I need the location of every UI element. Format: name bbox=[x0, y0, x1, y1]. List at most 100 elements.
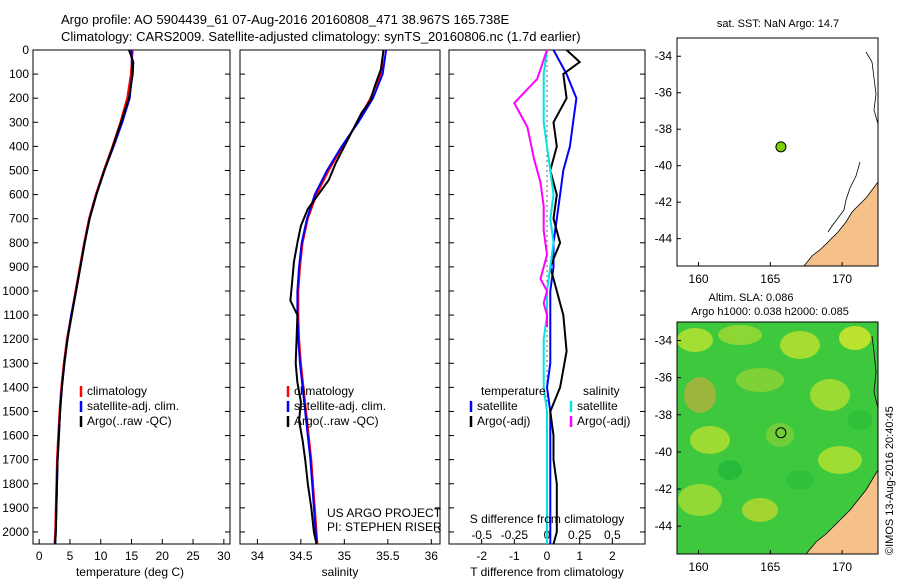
sst-map-ticks: 160 165 170 -34 -36 -38 -40 -42 -44 bbox=[655, 49, 853, 286]
sla-map-title-line-2: Argo h1000: 0.038 h2000: 0.085 bbox=[691, 306, 849, 318]
temperature-xlabel: temperature (deg C) bbox=[76, 565, 184, 579]
depth-tick-label: 300 bbox=[9, 115, 29, 129]
project-annotation-line-2: PI: STEPHEN RISER bbox=[327, 520, 442, 534]
salinity-xtick-label: 34 bbox=[251, 549, 265, 563]
difference-series-line bbox=[513, 49, 549, 328]
depth-tick-label: 2000 bbox=[2, 525, 29, 539]
sst-argo-float-marker bbox=[775, 141, 787, 153]
map-ytick-label: -36 bbox=[655, 371, 673, 385]
sla-map-land bbox=[805, 469, 878, 554]
depth-tick-label: 1300 bbox=[2, 356, 29, 370]
legend-entry: Argo(-adj) bbox=[477, 414, 530, 428]
depth-tick-label: 400 bbox=[9, 139, 29, 153]
depth-tick-label: 600 bbox=[9, 188, 29, 202]
difference-xlabel: T difference from climatology bbox=[470, 565, 624, 579]
sla-map-field bbox=[677, 325, 872, 522]
difference-top-xtick-label: 0.25 bbox=[568, 528, 592, 542]
map-ytick-label: -44 bbox=[655, 519, 673, 533]
depth-tick-label: 1000 bbox=[2, 284, 29, 298]
map-ytick-label: -38 bbox=[655, 122, 673, 136]
sla-map-title-line-1: Altim. SLA: 0.086 bbox=[709, 292, 794, 304]
temperature-plot-frame bbox=[32, 49, 231, 545]
depth-tick-label: 1200 bbox=[2, 332, 29, 346]
difference-series-line bbox=[545, 49, 578, 544]
map-ytick-label: -44 bbox=[655, 232, 673, 246]
map-ytick-label: -38 bbox=[655, 408, 673, 422]
legend-entry: Argo(-adj) bbox=[577, 414, 630, 428]
difference-series-line bbox=[542, 49, 555, 544]
salinity-xtick-label: 35.5 bbox=[376, 549, 400, 563]
depth-tick-label: 1100 bbox=[3, 308, 29, 322]
temperature-xtick-label: 25 bbox=[186, 549, 200, 563]
map-ytick-label: -36 bbox=[655, 86, 673, 100]
depth-tick-label: 500 bbox=[9, 163, 29, 177]
temperature-xtick-label: 15 bbox=[125, 549, 139, 563]
legend-entry: satellite bbox=[477, 399, 518, 413]
difference-top-xtick-label: 0.5 bbox=[604, 528, 621, 542]
sst-map-land bbox=[803, 181, 878, 266]
depth-tick-label: 1600 bbox=[2, 429, 29, 443]
sla-argo-float-marker bbox=[775, 427, 787, 439]
salinity-xtick-label: 35 bbox=[338, 549, 352, 563]
sst-map-frame bbox=[676, 37, 879, 267]
map-ytick-label: -34 bbox=[655, 49, 673, 63]
map-ytick-label: -42 bbox=[655, 482, 673, 496]
temperature-xtick-label: 0 bbox=[36, 549, 43, 563]
map-xtick-label: 170 bbox=[832, 560, 852, 574]
temperature-xtick-label: 20 bbox=[156, 549, 170, 563]
depth-tick-label: 1900 bbox=[2, 501, 29, 515]
map-ytick-label: -34 bbox=[655, 334, 673, 348]
map-xtick-label: 160 bbox=[689, 560, 709, 574]
depth-tick-label: 1700 bbox=[2, 453, 29, 467]
legend-entry: satellite-adj. clim. bbox=[294, 399, 386, 413]
difference-xtick-label: 2 bbox=[609, 549, 616, 563]
legend-title-temperature: temperature bbox=[481, 384, 546, 398]
sst-map: 160 165 170 -34 -36 -38 -40 -42 -44 sat. SST: Na… bbox=[655, 18, 879, 286]
sla-map-ticks: 160 165 170 -34 -36 -38 -40 -42 -44 bbox=[655, 334, 853, 574]
header-line-1: Argo profile: AO 5904439_61 07-Aug-2016 … bbox=[61, 12, 510, 27]
difference-top-xtick-label: -0.5 bbox=[471, 528, 492, 542]
difference-xtick-label: 1 bbox=[576, 549, 583, 563]
salinity-plot-frame bbox=[239, 49, 441, 545]
salinity-xtick-label: 36 bbox=[425, 549, 439, 563]
depth-tick-label: 800 bbox=[9, 236, 29, 250]
sla-map: 160 165 170 -34 -36 -38 -40 -42 -44 Altim. SLA: … bbox=[655, 292, 879, 574]
difference-top-xlabel: S difference from climatology bbox=[470, 512, 625, 526]
temperature-xtick-label: 10 bbox=[94, 549, 108, 563]
legend-entry: climatology bbox=[294, 384, 354, 398]
legend-entry: Argo(..raw -QC) bbox=[294, 414, 379, 428]
map-xtick-label: 160 bbox=[689, 272, 709, 286]
legend-entry: Argo(..raw -QC) bbox=[87, 414, 172, 428]
header-line-2: Climatology: CARS2009. Satellite-adjuste… bbox=[61, 29, 581, 44]
map-xtick-label: 165 bbox=[760, 272, 780, 286]
difference-xtick-label: -2 bbox=[476, 549, 487, 563]
salinity-xlabel: salinity bbox=[322, 565, 359, 579]
temperature-series-line bbox=[54, 49, 135, 545]
difference-top-xtick-label: -0.25 bbox=[501, 528, 529, 542]
profile-plots: 0100200300400500600700800900100011001200… bbox=[2, 43, 645, 563]
legend-entry: climatology bbox=[87, 384, 147, 398]
sst-map-coastline bbox=[827, 51, 878, 233]
map-xtick-label: 170 bbox=[832, 272, 852, 286]
difference-xtick-label: -1 bbox=[509, 549, 520, 563]
depth-tick-label: 1800 bbox=[2, 477, 29, 491]
depth-tick-label: 0 bbox=[22, 43, 29, 57]
temperature-xtick-label: 5 bbox=[67, 549, 74, 563]
project-annotation-line-1: US ARGO PROJECT bbox=[327, 506, 442, 520]
sla-map-frame bbox=[676, 321, 879, 555]
depth-tick-label: 1500 bbox=[2, 404, 29, 418]
legend-entry: satellite bbox=[577, 399, 618, 413]
map-xtick-label: 165 bbox=[760, 560, 780, 574]
imos-credit: ©IMOS 13-Aug-2016 20:40:45 bbox=[884, 406, 896, 555]
map-ytick-label: -40 bbox=[655, 445, 673, 459]
legend-entry: satellite-adj. clim. bbox=[87, 399, 179, 413]
depth-tick-label: 900 bbox=[9, 260, 29, 274]
depth-tick-label: 200 bbox=[9, 91, 29, 105]
salinity-series-line bbox=[296, 49, 388, 545]
legend-title-salinity: salinity bbox=[583, 384, 620, 398]
difference-xtick-label: 0 bbox=[544, 549, 551, 563]
salinity-xtick-label: 34.5 bbox=[289, 549, 313, 563]
depth-tick-label: 1400 bbox=[2, 380, 29, 394]
map-ytick-label: -42 bbox=[655, 195, 673, 209]
